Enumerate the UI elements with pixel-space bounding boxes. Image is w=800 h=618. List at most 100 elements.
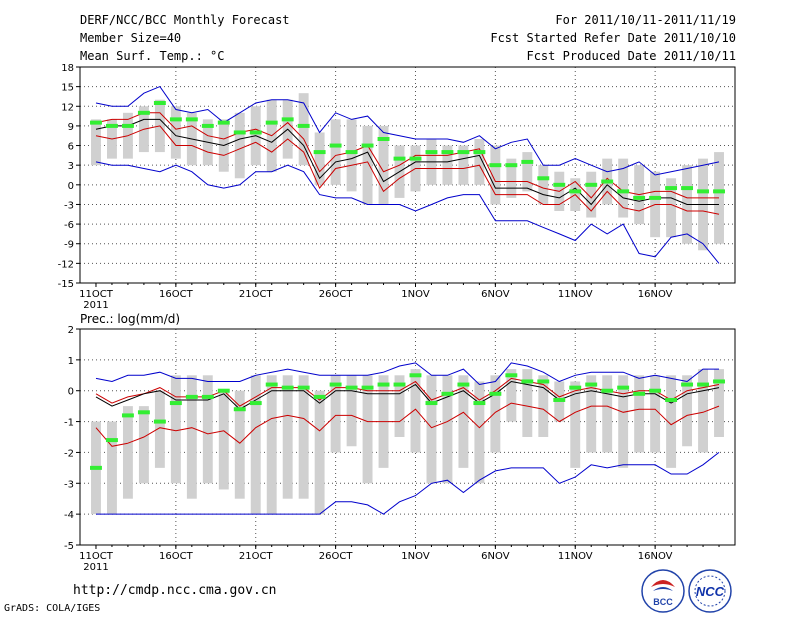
panel2-ensemble-box [442,375,453,484]
panel1-ensemble-box [506,158,517,198]
panel1-marker [297,123,310,128]
panel2-ytick-label: -5 [64,541,74,552]
panel1-marker [393,156,406,161]
panel1-ensemble-box [474,139,485,185]
panel2-p75-line [95,377,720,407]
panel1-marker [345,150,358,155]
panel2-ensemble-box [426,375,437,484]
panel1-xtick-label: 6NOV [481,289,510,300]
panel1-ytick-label: 12 [61,102,74,113]
panel1-marker [505,163,518,168]
panel1-marker [457,150,470,155]
panel1-marker [633,195,646,200]
panel2-marker [313,394,326,399]
panel1-marker [105,123,118,128]
panel1-year-label: 2011 [83,300,108,311]
panel1-marker [569,189,582,194]
panel2-ensemble-box [410,369,421,453]
panel2-ytick-label: -2 [64,448,74,459]
bcc-logo-wave [653,587,673,591]
panel1-marker [617,189,630,194]
panel2-ensemble-box [138,406,149,484]
panel2-ensemble-box [506,369,517,422]
panel1-marker [553,182,566,187]
panel2-marker [201,394,214,399]
panel2-marker [281,385,294,390]
panel1-ensemble-box [170,106,181,159]
panel2-marker [121,413,134,418]
panel2-ensemble-box [346,375,357,447]
panel1-ensemble-box [714,152,724,244]
ncc-logo: NCC [688,569,732,613]
panel2-marker [457,382,470,387]
ncc-logo-globe [694,575,726,607]
panel2-ensemble-box [602,375,613,453]
panel1-min-line [95,161,720,264]
panel2-ensemble-box [218,390,229,490]
panel2-marker [233,407,246,412]
panel1-marker [473,150,486,155]
panel2-xtick-label: 16OCT [159,551,194,562]
panel2-ensemble-box [186,375,197,499]
panel1-xtick-label: 11OCT [79,289,114,300]
grads-credit: GrADS: COLA/IGES [4,603,101,614]
panel2-marker [569,385,582,390]
bcc-logo-arc [651,580,675,587]
panel2-ensemble-box [618,375,629,468]
panel2-ensemble-box [298,375,309,499]
panel2-ensemble-box [314,390,325,515]
panel1-ytick-label: -6 [64,220,74,231]
panel1-marker [425,150,438,155]
panel2-ensemble-box [538,375,549,437]
panel2-min-line [96,452,720,515]
panel2-ensemble-box [570,381,581,468]
panel1-p25-line [95,125,720,215]
panel1-ensemble-box [586,171,597,218]
panel2-ensemble-box [634,375,645,453]
panel2-ensemble-box [714,369,724,437]
panel2-ensemble-box [250,375,261,515]
panel2-marker [249,401,262,406]
panel2-marker [361,385,374,390]
panel2-year-label: 2011 [83,562,108,573]
panel2-xtick-label: 11OCT [79,551,114,562]
source-url[interactable]: http://cmdp.ncc.cma.gov.cn [73,583,277,598]
panel1-marker [601,179,614,184]
panel2-mean-line [95,380,720,410]
panel1-ensemble-box [234,112,245,179]
panel2-marker [137,410,150,415]
panel1-xtick-label: 16OCT [159,289,194,300]
panel1-xtick-label: 1NOV [401,289,430,300]
variable-label: Mean Surf. Temp.: °C [80,49,225,63]
panel1-marker [153,101,166,105]
panel2-marker [377,382,390,387]
panel1-ytick-label: 0 [68,181,74,192]
panel2-xtick-label: 6NOV [481,551,510,562]
panel1-max-line [95,85,720,176]
panel2-ensemble-box [474,381,485,484]
panel1-marker [121,123,134,128]
panel1-marker [681,186,694,191]
panel1-ytick-label: -3 [64,200,74,211]
panel1-ensemble-box [666,178,677,238]
panel1-marker [361,143,374,148]
chart-title: DERF/NCC/BCC Monthly Forecast [80,13,290,27]
panel1-ensemble-box [346,119,357,192]
panel2-marker [585,382,598,387]
panel1-marker [217,120,230,125]
panel1-marker [713,189,725,194]
panel1-p75-line [95,112,719,199]
panel2-ytick-label: 1 [68,356,74,367]
panel2-xtick-label: 1NOV [401,551,430,562]
panel1-ytick-label: -9 [64,240,74,251]
panel1-marker [313,150,326,155]
panel2-marker [681,382,694,387]
panel2-marker [105,438,118,443]
panel1-ensemble-box [362,125,373,205]
panel2-ensemble-box [330,375,341,453]
panel2-ensemble-box [362,375,373,484]
panel2-p25-line [95,402,720,447]
panel1-marker [281,117,294,122]
panel2-frame [79,328,736,546]
panel1-ytick-label: 3 [68,161,74,172]
